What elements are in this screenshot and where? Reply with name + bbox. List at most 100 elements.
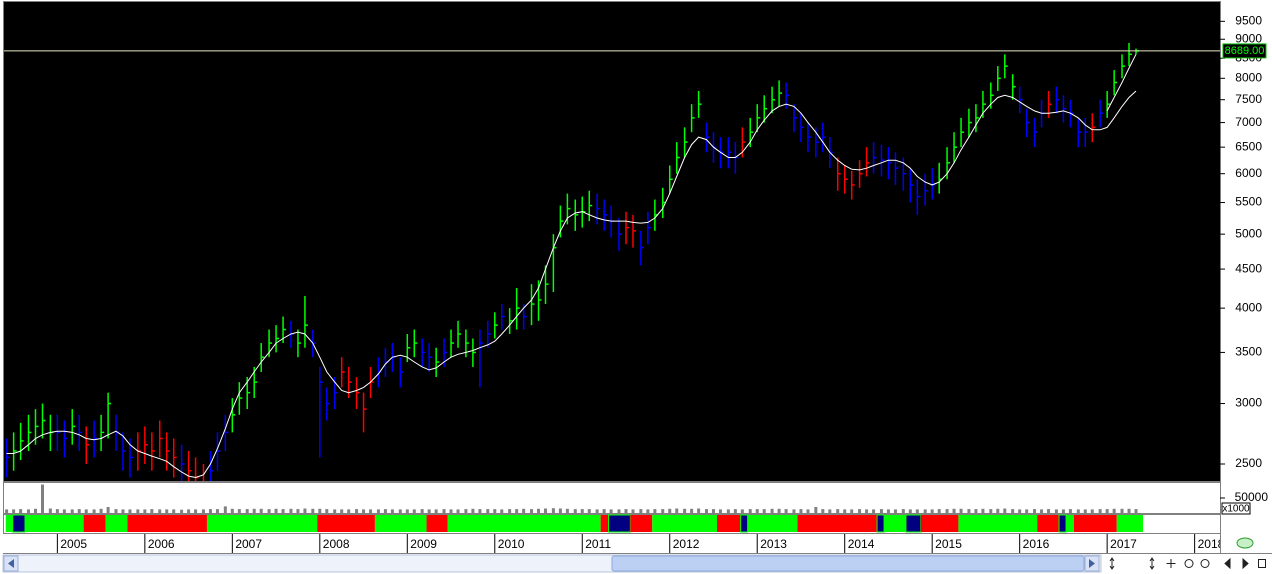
volume-bar (106, 507, 110, 513)
x-tick-label: 2008 (323, 537, 350, 551)
volume-bar (274, 508, 278, 513)
regime-band (206, 515, 318, 532)
volume-bar (136, 509, 140, 513)
volume-bar (19, 509, 23, 513)
x-tick-label: 2017 (1110, 537, 1137, 551)
volume-bar (121, 509, 125, 513)
regime-band (374, 515, 427, 532)
regime-band (1073, 515, 1117, 532)
volume-bar (245, 509, 249, 513)
regime-band (876, 514, 885, 533)
volume-bar (879, 509, 883, 513)
volume-bar (1098, 509, 1102, 513)
volume-bar (70, 509, 74, 513)
tool-zoom-in[interactable] (1200, 559, 1210, 568)
volume-bar (55, 509, 59, 513)
volume-bar (158, 509, 162, 513)
volume-bar (420, 509, 424, 513)
volume-bar (449, 509, 453, 513)
volume-bar (412, 509, 416, 513)
volume-bar (755, 509, 759, 513)
regime-band (884, 515, 906, 532)
volume-bar (296, 509, 300, 513)
plot-area (3, 1, 1221, 482)
volume-bar (908, 509, 912, 513)
volume-bar (587, 509, 591, 513)
volume-bar (150, 509, 154, 513)
volume-bar (858, 509, 862, 513)
volume-bar (347, 509, 351, 513)
volume-bar (653, 509, 657, 513)
regime-band (83, 515, 106, 532)
tool-move[interactable] (1166, 559, 1176, 568)
y-tick-label: 5500 (1235, 195, 1262, 209)
regime-band (1037, 515, 1060, 532)
volume-bar (486, 509, 490, 513)
volume-bar (456, 509, 460, 513)
tool-resize[interactable] (1149, 557, 1155, 570)
volume-bar (843, 509, 847, 513)
volume-bar (515, 509, 519, 513)
volume-bar (362, 509, 366, 513)
y-tick-label: 9500 (1235, 13, 1262, 27)
regime-band (600, 515, 609, 532)
regime-band (630, 515, 653, 532)
regime-band (905, 514, 922, 533)
volume-bar (434, 509, 438, 513)
volume-bar (740, 509, 744, 513)
volume-bar (762, 509, 766, 513)
volume-bar (237, 509, 241, 513)
volume-bar (784, 509, 788, 513)
last-price-box (1222, 43, 1267, 59)
volume-bar (595, 509, 599, 513)
volume-bar (886, 509, 890, 513)
volume-bar (522, 508, 526, 513)
volume-bar (398, 509, 402, 513)
volume-bar (333, 509, 337, 513)
scroll-right-arrow (1089, 559, 1095, 568)
volume-panel (3, 482, 1221, 514)
regime-band (105, 515, 128, 532)
regime-band (740, 514, 749, 533)
volume-bar (114, 509, 118, 513)
volume-bar (711, 509, 715, 513)
y-tick-label: 7000 (1235, 115, 1262, 129)
volume-bar (5, 509, 9, 513)
volume-bar (1011, 509, 1015, 513)
tool-next[interactable] (1242, 557, 1249, 570)
y-tick-label: 3500 (1235, 345, 1262, 359)
volume-bar (33, 508, 37, 513)
volume-bar (697, 508, 701, 513)
volume-bar (318, 508, 322, 513)
volume-bar (289, 508, 293, 513)
y-tick-label: 5000 (1235, 226, 1262, 240)
regime-band (1116, 515, 1144, 532)
volume-bar (646, 509, 650, 513)
volume-bar (1054, 509, 1058, 513)
regime-band (958, 515, 1038, 532)
volume-bar (1025, 509, 1029, 513)
volume-bar (215, 509, 219, 513)
tool-menu[interactable] (1258, 559, 1266, 568)
regime-band (652, 515, 717, 532)
scroll-thumb[interactable] (611, 555, 1085, 572)
y-tick-label: 6000 (1235, 166, 1262, 180)
volume-bar (390, 509, 394, 513)
tool-zoom-out[interactable] (1184, 559, 1194, 568)
volume-bar (259, 508, 263, 513)
regime-band (317, 515, 375, 532)
volume-bar (500, 509, 504, 513)
tool-prev[interactable] (1224, 557, 1231, 570)
volume-unit-box (1221, 502, 1251, 515)
toolbar (1109, 557, 1266, 570)
regime-band (920, 515, 959, 532)
status-icon[interactable] (1236, 537, 1254, 549)
x-tick-label: 2014 (848, 537, 875, 551)
volume-bar (369, 509, 373, 513)
volume-bar (551, 508, 555, 513)
volume-bar (718, 509, 722, 513)
tool-vertical[interactable] (1109, 557, 1115, 570)
volume-bar (733, 509, 737, 513)
y-tick-label: 4000 (1235, 300, 1262, 314)
